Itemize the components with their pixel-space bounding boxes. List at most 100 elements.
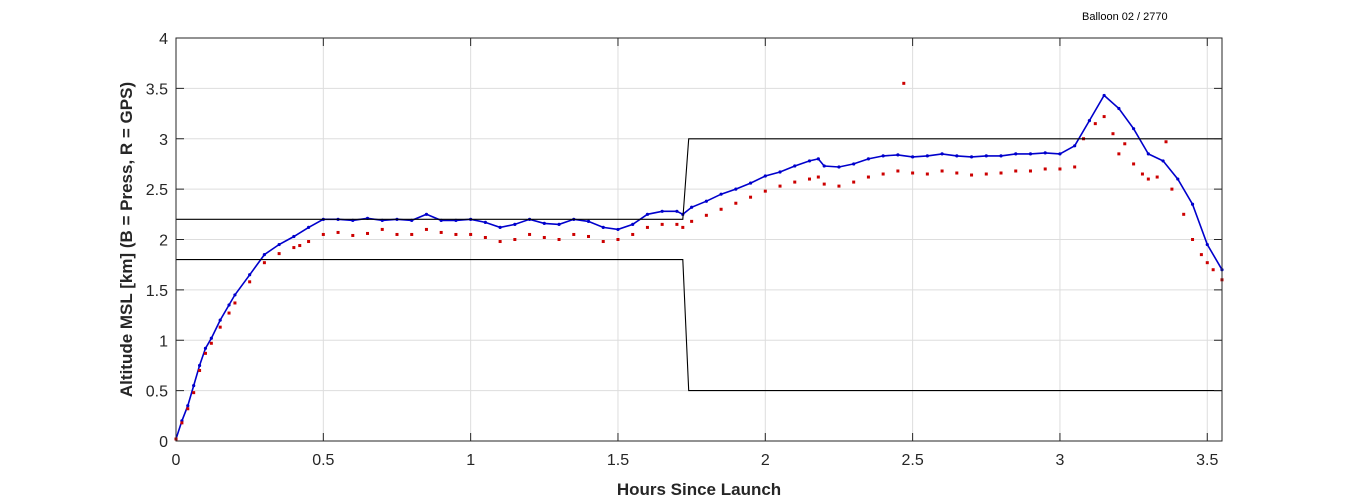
gps-point [209, 341, 213, 345]
lower-bound-line [176, 259, 1222, 392]
press-point [816, 157, 820, 161]
y-tick-label: 0.5 [146, 384, 168, 401]
press-point [837, 165, 841, 169]
gps-point [1117, 152, 1121, 156]
press-point [306, 225, 311, 230]
gps-point [454, 232, 458, 236]
gps-point [881, 172, 885, 176]
gps-point [902, 81, 906, 85]
gps-point [911, 171, 915, 175]
gps-point [645, 225, 649, 229]
gps-point [984, 172, 988, 176]
press-point [1014, 152, 1018, 156]
gps-point [793, 180, 797, 184]
chart-annotation: Balloon 02 / 2770 [1082, 11, 1168, 23]
gps-point [1205, 261, 1209, 265]
press-point [704, 199, 708, 203]
press-point [1073, 144, 1077, 148]
gps-point [248, 280, 252, 284]
gps-point [1146, 177, 1150, 181]
x-tick-label: 0 [172, 452, 181, 469]
gps-point [704, 213, 708, 217]
press-point [999, 154, 1003, 158]
gps-point [896, 169, 900, 173]
press-point [292, 234, 296, 239]
press-point [955, 154, 959, 158]
gps-point [601, 240, 605, 244]
gps-point [336, 230, 340, 234]
press-point [1132, 127, 1136, 131]
gps-point [483, 235, 487, 239]
gps-point [410, 232, 414, 236]
gps-point [424, 227, 428, 231]
press-point [203, 346, 208, 350]
x-tick-label: 1.5 [607, 452, 629, 469]
press-point [719, 192, 723, 196]
press-point [233, 293, 237, 297]
gps-point [227, 311, 231, 315]
gps-point [778, 184, 782, 188]
gps-point [1093, 122, 1097, 126]
press-point [1058, 152, 1062, 156]
gps-point [734, 201, 738, 205]
gps-point [1132, 162, 1136, 166]
gps-point [192, 391, 196, 395]
gps-point [439, 230, 443, 234]
gps-point [498, 240, 502, 244]
press-point [1087, 119, 1092, 123]
press-series [174, 93, 1224, 441]
gps-point [681, 225, 685, 229]
press-point [218, 318, 222, 322]
gps-point [940, 169, 944, 173]
press-point [498, 225, 502, 230]
gps-point [1199, 253, 1203, 257]
gps-point [690, 219, 694, 223]
gps-point [852, 180, 856, 184]
gps-point [180, 421, 184, 425]
press-point [616, 227, 620, 232]
press-point [734, 187, 738, 191]
gps-point [1191, 238, 1195, 241]
press-point [675, 209, 679, 213]
press-point [1043, 151, 1047, 155]
gps-point [616, 238, 620, 241]
gps-point [587, 234, 591, 238]
press-point [645, 212, 650, 216]
press-point [660, 209, 664, 213]
press-point [631, 222, 635, 226]
gps-point [1058, 167, 1062, 171]
y-tick-label: 0 [159, 434, 168, 451]
gps-point [1028, 169, 1032, 173]
gps-point [866, 175, 870, 179]
press-point [925, 154, 929, 158]
press-point [1028, 152, 1033, 156]
gps-point [1111, 132, 1115, 136]
press-point [186, 404, 190, 408]
press-point [1102, 93, 1106, 98]
press-point [969, 155, 974, 159]
gps-point [198, 368, 202, 372]
x-tick-label: 3 [1055, 452, 1064, 469]
press-point [192, 383, 196, 388]
gps-point [298, 244, 302, 248]
gps-point [380, 227, 384, 231]
gps-point [807, 177, 811, 181]
y-axis-label: Altitude MSL [km] (B = Press, R = GPS) [117, 82, 136, 397]
ticks: 0 0.5 1 1.5 2 2.5 3 3.5 0 0.5 1 1.5 2 2.5 3 3.5 4 [146, 31, 1222, 469]
press-point [227, 303, 231, 307]
press-point [513, 222, 517, 226]
press-point [822, 164, 826, 168]
y-tick-label: 3 [159, 132, 168, 149]
press-point [557, 222, 561, 226]
gps-point [233, 301, 237, 305]
gps-point [816, 175, 820, 179]
gps-point [1155, 175, 1159, 179]
gps-point [1014, 169, 1018, 173]
gps-point [186, 407, 190, 411]
gps-point [1043, 167, 1047, 171]
gps-point [631, 232, 635, 236]
gps-point [218, 325, 222, 329]
gps-point [262, 261, 266, 265]
press-point [209, 336, 213, 340]
